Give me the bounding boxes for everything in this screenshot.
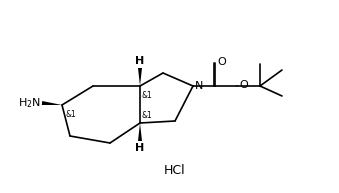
Text: H: H [135, 56, 145, 66]
Text: O: O [239, 80, 248, 90]
Polygon shape [138, 123, 142, 141]
Text: &1: &1 [142, 111, 153, 120]
Text: &1: &1 [65, 110, 76, 119]
Text: &1: &1 [142, 91, 153, 100]
Polygon shape [42, 101, 62, 105]
Polygon shape [138, 68, 142, 86]
Text: HCl: HCl [164, 164, 186, 178]
Text: N: N [195, 81, 203, 91]
Text: O: O [217, 57, 226, 67]
Text: H$_2$N: H$_2$N [18, 96, 41, 110]
Text: H: H [135, 143, 145, 153]
